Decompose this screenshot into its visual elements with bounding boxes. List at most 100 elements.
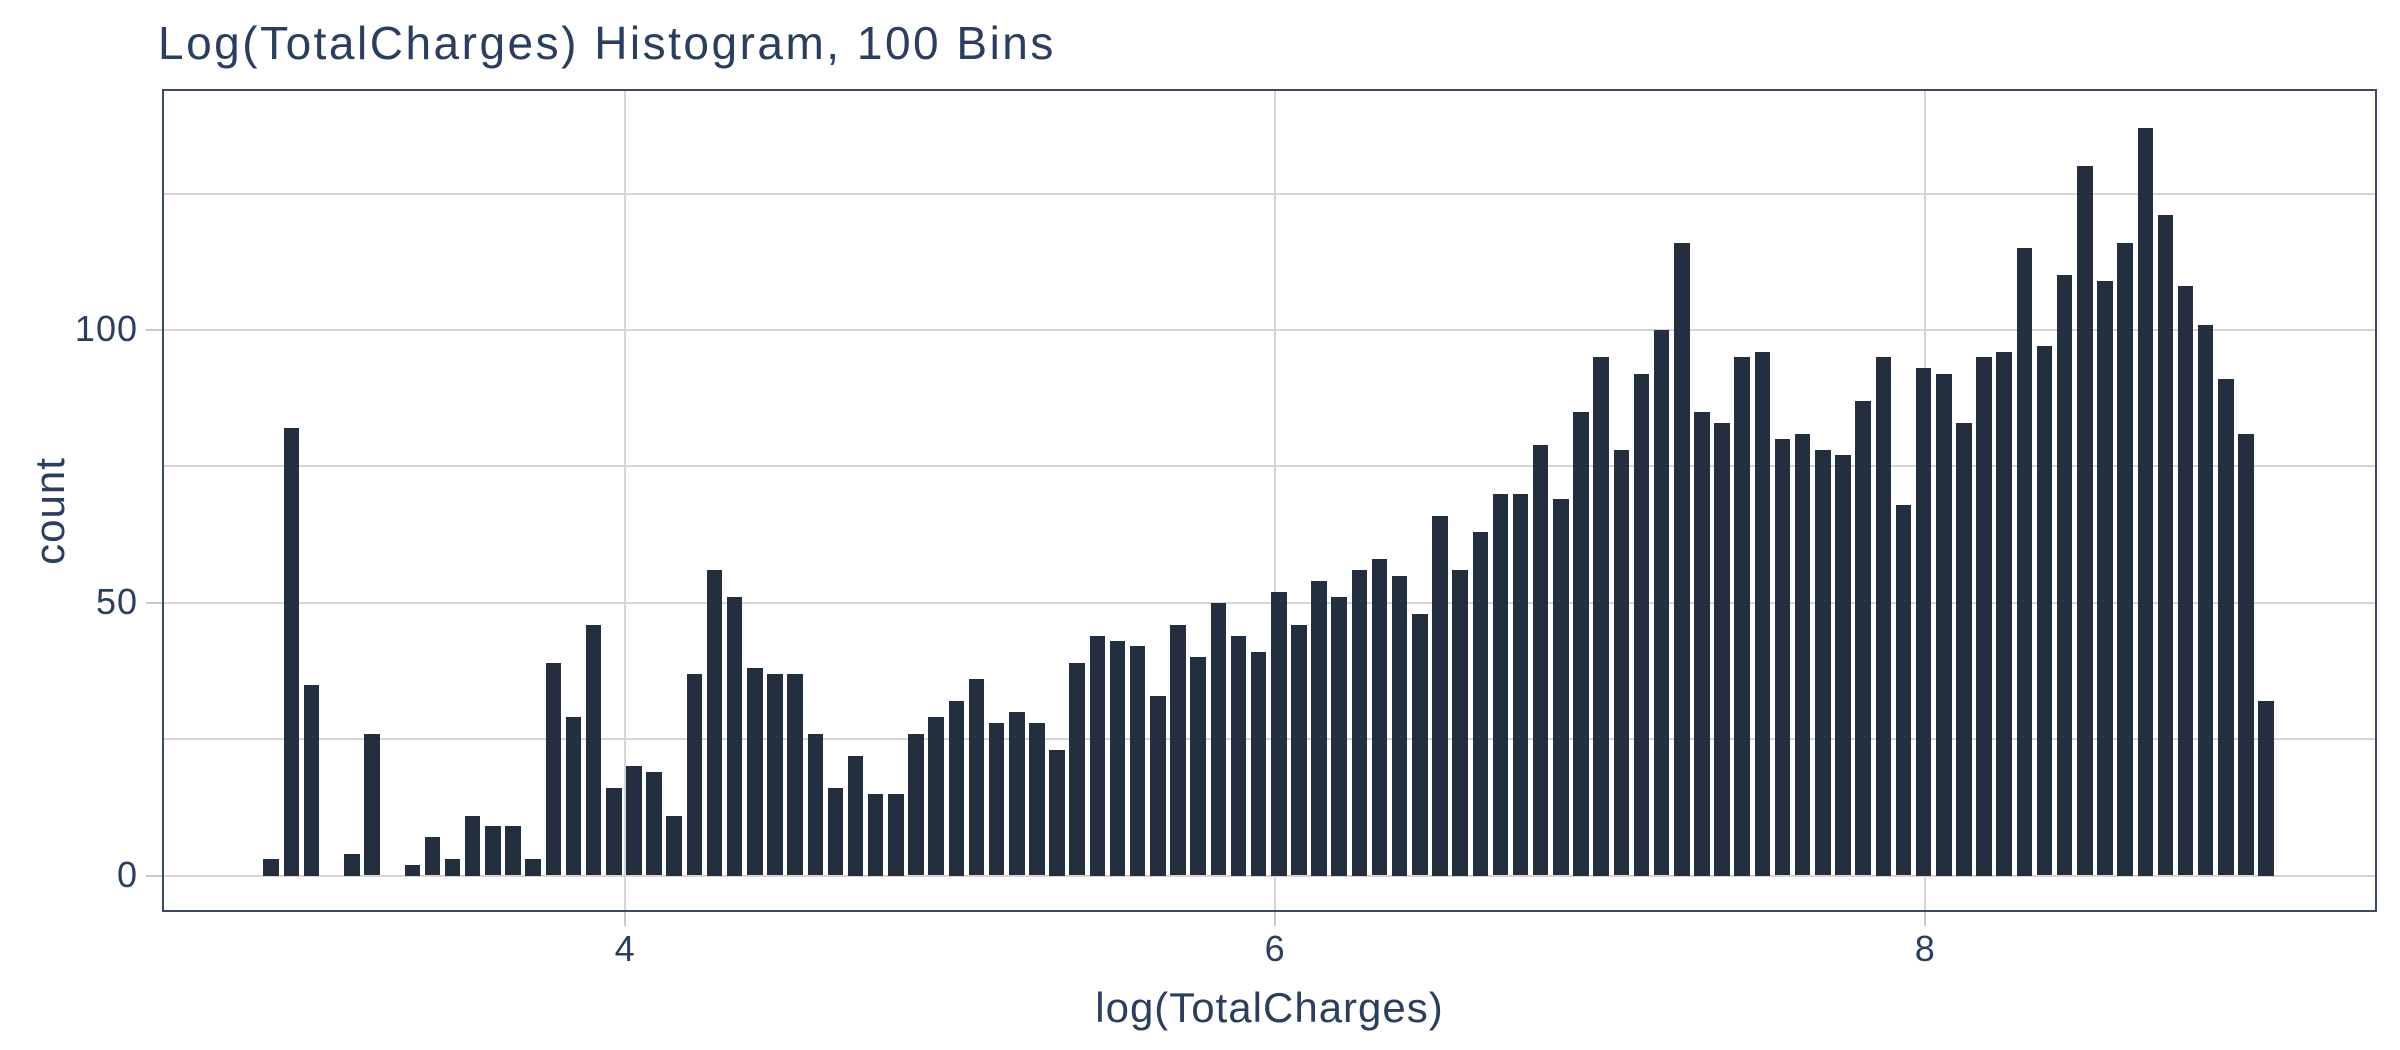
histogram-bar	[1029, 722, 1045, 876]
histogram-bar	[1633, 373, 1650, 876]
histogram-bar	[505, 826, 521, 876]
histogram-bar	[2197, 324, 2214, 876]
histogram-bar	[1452, 570, 1468, 876]
histogram-bar	[1674, 242, 1690, 876]
histogram-bar	[1391, 575, 1408, 876]
histogram-bar	[2077, 166, 2093, 876]
histogram-bar	[1573, 411, 1589, 876]
histogram-bar	[706, 570, 723, 876]
histogram-bar	[1754, 351, 1771, 876]
plot-area[interactable]	[162, 89, 2377, 912]
histogram-bar	[1089, 635, 1106, 876]
histogram-bar	[1734, 357, 1750, 876]
y-gridline	[162, 738, 2377, 741]
chart-title: Log(TotalCharges) Histogram, 100 Bins	[158, 17, 1056, 69]
histogram-bar	[1895, 504, 1912, 876]
histogram-bar	[545, 662, 562, 876]
histogram-bar	[2036, 346, 2053, 876]
histogram-bar	[988, 722, 1005, 876]
histogram-bar	[1311, 580, 1327, 876]
histogram-bar	[2157, 215, 2174, 876]
histogram-bar	[767, 673, 783, 876]
histogram-bar	[1935, 373, 1952, 876]
histogram-bar	[908, 733, 924, 876]
x-axis-title: log(TotalCharges)	[1095, 984, 1444, 1031]
histogram-bar	[1613, 450, 1630, 876]
histogram-bar	[344, 853, 360, 876]
histogram-bar	[364, 733, 380, 876]
y-gridline	[162, 601, 2377, 604]
histogram-bar	[2056, 275, 2073, 876]
y-tick-mark	[146, 329, 162, 332]
histogram-bar	[1875, 357, 1892, 876]
histogram-bar	[1230, 635, 1247, 876]
histogram-bar	[2137, 128, 2154, 876]
y-tick-label: 0	[116, 853, 138, 895]
histogram-bar	[787, 673, 803, 876]
histogram-bar	[1190, 657, 1206, 876]
histogram-bar	[585, 624, 602, 876]
y-gridline	[162, 465, 2377, 468]
x-tick-mark	[1274, 912, 1277, 926]
histogram-bar	[1351, 570, 1368, 876]
histogram-bar	[626, 766, 642, 876]
x-gridline	[624, 89, 627, 912]
histogram-bar	[948, 700, 965, 876]
histogram-bar	[827, 788, 844, 876]
histogram-bar	[1532, 444, 1549, 876]
histogram-bar	[1371, 559, 1388, 876]
histogram-bar	[666, 815, 682, 876]
histogram-bar	[1774, 439, 1791, 876]
histogram-bar	[1653, 330, 1670, 876]
x-tick-mark	[624, 912, 627, 926]
x-gridline	[1274, 89, 1277, 912]
y-tick-label: 100	[74, 308, 138, 350]
histogram-bar	[1109, 640, 1126, 876]
histogram-bar	[2177, 286, 2194, 876]
histogram-bar	[968, 679, 985, 876]
histogram-bar	[686, 673, 703, 876]
histogram-bar	[1129, 646, 1146, 876]
histogram-bar	[888, 793, 904, 876]
histogram-bar	[1049, 750, 1065, 876]
histogram-bar	[867, 793, 884, 876]
histogram-bar	[2218, 379, 2234, 876]
y-gridline	[162, 329, 2377, 332]
histogram-bar	[404, 864, 421, 876]
histogram-bar	[1150, 695, 1166, 876]
histogram-bar	[1996, 351, 2012, 876]
histogram-bar	[726, 597, 743, 876]
y-tick-mark	[146, 601, 162, 604]
histogram-bar	[525, 859, 541, 876]
histogram-bar	[1291, 624, 1307, 876]
histogram-bar	[263, 859, 279, 876]
histogram-bar	[1794, 433, 1811, 876]
histogram-bar	[1815, 450, 1831, 876]
x-tick-mark	[1924, 912, 1927, 926]
histogram-bar	[1250, 651, 1267, 876]
histogram-bar	[1976, 357, 1992, 876]
histogram-bar	[847, 755, 864, 876]
histogram-bar	[1956, 422, 1972, 876]
histogram-bar	[1553, 499, 1569, 876]
histogram-bar	[283, 428, 300, 876]
histogram-bar	[1492, 493, 1509, 876]
histogram-bar	[1331, 597, 1347, 876]
histogram-bar	[1593, 357, 1609, 876]
histogram-bar	[485, 826, 501, 876]
histogram-bar	[646, 771, 662, 876]
x-tick-label: 4	[614, 928, 636, 969]
histogram-bar	[1170, 624, 1186, 876]
histogram-bar	[303, 684, 320, 876]
histogram-bar	[565, 717, 582, 876]
histogram-bar	[1432, 515, 1448, 876]
x-tick-label: 6	[1264, 928, 1286, 969]
histogram-bar	[1412, 613, 1428, 876]
y-gridline	[162, 192, 2377, 195]
y-tick-label: 50	[95, 580, 138, 622]
histogram-bar	[747, 668, 763, 876]
histogram-bar	[1472, 531, 1489, 876]
histogram-bar	[1271, 591, 1287, 876]
histogram-bar	[2097, 280, 2113, 876]
